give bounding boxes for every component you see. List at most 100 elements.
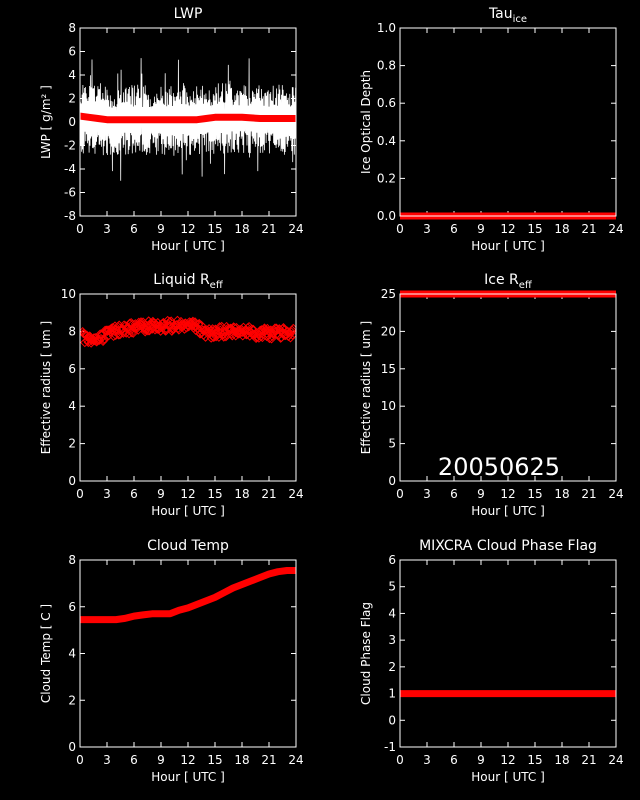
x-tick-label: 12 — [180, 487, 195, 501]
x-tick-label: 15 — [527, 487, 542, 501]
y-tick-label: -4 — [64, 162, 76, 176]
x-tick-label: 12 — [180, 753, 195, 767]
x-tick-label: 9 — [477, 487, 485, 501]
y-tick-label: 5 — [388, 437, 396, 451]
y-axis-label: Cloud Phase Flag — [359, 602, 373, 705]
chart-panel-5: Cloud Temp Hour [ UTC ] Cloud Temp [ C ] 0 3… — [39, 538, 304, 784]
x-tick-label: 18 — [554, 222, 569, 236]
y-tick-label: 6 — [68, 600, 76, 614]
y-tick-label: 0 — [388, 713, 396, 727]
x-tick-label: 6 — [130, 753, 138, 767]
x-tick-label: 24 — [608, 222, 623, 236]
y-tick-label: 0.2 — [377, 171, 396, 185]
y-tick-label: 0 — [68, 740, 76, 754]
y-tick-label: 4 — [68, 399, 76, 413]
x-tick-label: 6 — [450, 753, 458, 767]
chart-panel-1: LWP Hour [ UTC ] LWP [ g/m² ] 0 3 6 9 12 15 18 21 2… — [39, 6, 304, 253]
x-tick-label: 24 — [288, 487, 303, 501]
x-tick-label: 6 — [130, 487, 138, 501]
y-tick-label: -2 — [64, 139, 76, 153]
plot-frame — [399, 293, 617, 482]
y-tick-label: 6 — [68, 45, 76, 59]
y-tick-label: 4 — [68, 647, 76, 661]
x-tick-label: 24 — [288, 222, 303, 236]
series-line — [80, 567, 296, 624]
x-tick-label: 0 — [76, 753, 84, 767]
x-tick-label: 9 — [157, 753, 165, 767]
x-tick-label: 9 — [477, 222, 485, 236]
x-tick-label: 24 — [608, 487, 623, 501]
x-tick-label: 3 — [423, 222, 431, 236]
x-tick-label: 0 — [396, 222, 404, 236]
chart-title-main: Ice R — [484, 272, 519, 288]
data-layer — [80, 58, 296, 181]
x-tick-label: 9 — [157, 487, 165, 501]
x-axis-label: Hour [ UTC ] — [151, 239, 225, 253]
data-point-diamond — [142, 321, 152, 331]
y-tick-label: 6 — [388, 553, 396, 567]
x-tick-label: 0 — [396, 753, 404, 767]
y-tick-label: 2 — [388, 660, 396, 674]
y-tick-label: 6 — [68, 362, 76, 376]
data-point-diamond — [165, 316, 175, 327]
y-tick-label: 4 — [388, 606, 396, 620]
chart-title-main: LWP — [174, 6, 203, 22]
y-tick-label: 1.0 — [377, 21, 396, 35]
plot-frame — [79, 293, 297, 482]
chart-panel-6: MIXCRA Cloud Phase Flag Hour [ UTC ] Cloud… — [359, 538, 624, 784]
y-tick-label: 0 — [388, 474, 396, 488]
chart-panel-4: Ice Reff Hour [ UTC ] Effective radius [ u… — [359, 272, 624, 518]
y-tick-label: 2 — [68, 92, 76, 106]
y-tick-label: 8 — [68, 553, 76, 567]
data-point-diamond — [248, 324, 258, 335]
x-tick-label: 0 — [76, 222, 84, 236]
chart-title: Tauice — [488, 6, 527, 25]
x-tick-label: 12 — [180, 222, 195, 236]
data-point-diamond — [259, 323, 270, 333]
x-tick-label: 15 — [207, 222, 222, 236]
y-tick-label: -1 — [384, 740, 396, 754]
plot-frame — [399, 559, 617, 748]
x-tick-label: 15 — [207, 487, 222, 501]
plot-frame — [399, 27, 617, 217]
data-point-diamond — [80, 337, 90, 348]
y-tick-label: 0 — [68, 115, 76, 129]
x-tick-label: 15 — [527, 222, 542, 236]
x-tick-label: 24 — [608, 753, 623, 767]
x-tick-label: 15 — [527, 753, 542, 767]
y-tick-label: 25 — [381, 287, 396, 301]
plot-frame — [79, 27, 297, 217]
y-tick-label: -8 — [64, 209, 76, 223]
chart-title: Ice Reff — [484, 272, 533, 291]
y-tick-label: 20 — [381, 324, 396, 338]
x-tick-label: 18 — [234, 487, 249, 501]
x-tick-label: 9 — [477, 753, 485, 767]
chart-title: MIXCRA Cloud Phase Flag — [419, 538, 597, 554]
x-tick-label: 3 — [423, 487, 431, 501]
chart-title-main: Cloud Temp — [147, 538, 229, 554]
y-tick-label: -6 — [64, 186, 76, 200]
chart-title-subscript: ice — [513, 14, 527, 25]
y-tick-label: 10 — [61, 287, 76, 301]
y-axis-label: Cloud Temp [ C ] — [39, 604, 53, 703]
chart-title-main: MIXCRA Cloud Phase Flag — [419, 538, 597, 554]
x-tick-label: 12 — [500, 753, 515, 767]
y-tick-label: 5 — [388, 580, 396, 594]
y-axis-label: LWP [ g/m² ] — [39, 85, 53, 159]
y-tick-label: 2 — [68, 437, 76, 451]
chart-title: Liquid Reff — [153, 272, 224, 291]
date-stamp: 20050625 — [438, 453, 560, 481]
series-line — [80, 112, 296, 124]
y-axis-label: Effective radius [ um ] — [359, 321, 373, 454]
x-tick-label: 6 — [450, 487, 458, 501]
plot-frame — [79, 559, 297, 748]
x-tick-label: 3 — [423, 753, 431, 767]
x-axis-label: Hour [ UTC ] — [471, 770, 545, 784]
x-tick-label: 21 — [581, 753, 596, 767]
x-tick-label: 15 — [207, 753, 222, 767]
data-layer — [80, 315, 296, 348]
chart-title: LWP — [174, 6, 203, 22]
y-tick-label: 10 — [381, 399, 396, 413]
y-tick-label: 2 — [68, 693, 76, 707]
data-point-diamond — [287, 330, 296, 340]
